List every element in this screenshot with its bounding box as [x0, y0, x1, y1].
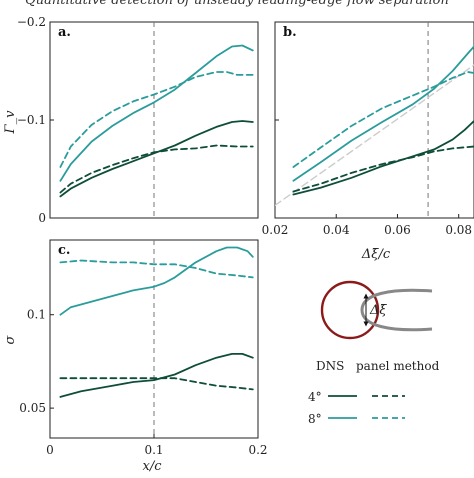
- panel-c-series: [59, 246, 254, 398]
- panel-c-series-pm8: [59, 259, 254, 279]
- panel-c-ticks: 0.05 0.1 0 0.1 0.2: [19, 308, 267, 457]
- panel-c-series-dns8: [59, 246, 254, 316]
- panel-b-series-dns4: [292, 120, 474, 196]
- figure-title: Quantitative detection of unsteady leadi…: [25, 0, 449, 8]
- panel-a-ytick-label: −0.1: [17, 113, 46, 127]
- panel-b-xtick-label: 0.06: [384, 223, 411, 237]
- panel-b-series: [275, 45, 474, 206]
- leading-edge-schematic: Δξ̄: [320, 280, 433, 340]
- inset-delta-label: Δξ̄: [369, 303, 387, 318]
- panel-b-xtick-label: 0.04: [323, 223, 350, 237]
- panel-a-series-dns4: [59, 120, 254, 198]
- panel-a-ylabel: Γ_v: [3, 110, 18, 135]
- legend-row-4deg-label: 4°: [308, 390, 322, 404]
- panel-b: 0.02 0.04 0.06 0.08 b. Δξ̄/c: [262, 21, 474, 262]
- panel-c-series-pm4: [59, 377, 254, 391]
- panel-a-ytick-label: 0: [38, 211, 46, 225]
- panel-b-ticks: 0.02 0.04 0.06 0.08: [262, 21, 472, 237]
- panel-a-series: [59, 44, 254, 198]
- cylinder-circle-icon: [320, 280, 380, 340]
- panel-a-ytick-label: −0.2: [17, 15, 46, 29]
- panel-c-xtick-label: 0: [46, 443, 54, 457]
- panel-c-xtick-label: 0.2: [248, 443, 267, 457]
- panel-c-xtick-label: 0.1: [144, 443, 163, 457]
- panel-c-ytick-label: 0.1: [27, 308, 46, 322]
- legend-row-8deg-label: 8°: [308, 412, 322, 426]
- panel-b-series-pm4: [292, 145, 474, 193]
- panel-a: −0.2 −0.1 0 a. Γ_v: [3, 15, 259, 225]
- panel-c-ytick-label: 0.05: [19, 401, 46, 415]
- panel-c-xlabel: x/c: [143, 459, 163, 474]
- panel-c-series-dns4: [59, 353, 254, 398]
- panel-b-xtick-label: 0.08: [445, 223, 472, 237]
- panel-c-ylabel: σ: [3, 334, 18, 344]
- panel-b-series-pm8: [292, 71, 474, 168]
- panel-c: 0.05 0.1 0 0.1 0.2 c. σ x/c: [3, 239, 268, 474]
- panel-a-series-pm8: [59, 71, 254, 168]
- panel-a-series-dns8: [59, 44, 254, 182]
- legend-dns-header: DNS: [316, 359, 344, 373]
- panel-b-series-diag: [275, 64, 474, 206]
- legend-panel-method-header: panel method: [356, 359, 440, 373]
- shear-layer-curve-icon: [360, 288, 433, 332]
- panel-a-ticks: −0.2 −0.1 0: [17, 15, 54, 225]
- legend: DNS panel method 4° 8°: [308, 359, 440, 426]
- panel-b-series-dns8: [292, 45, 474, 182]
- panel-a-series-pm4: [59, 144, 254, 194]
- panel-b-label: b.: [283, 25, 297, 40]
- panel-a-label: a.: [58, 25, 71, 40]
- panel-b-xlabel: Δξ̄/c: [361, 247, 391, 262]
- panel-c-label: c.: [58, 243, 70, 258]
- panel-b-xtick-label: 0.02: [262, 223, 289, 237]
